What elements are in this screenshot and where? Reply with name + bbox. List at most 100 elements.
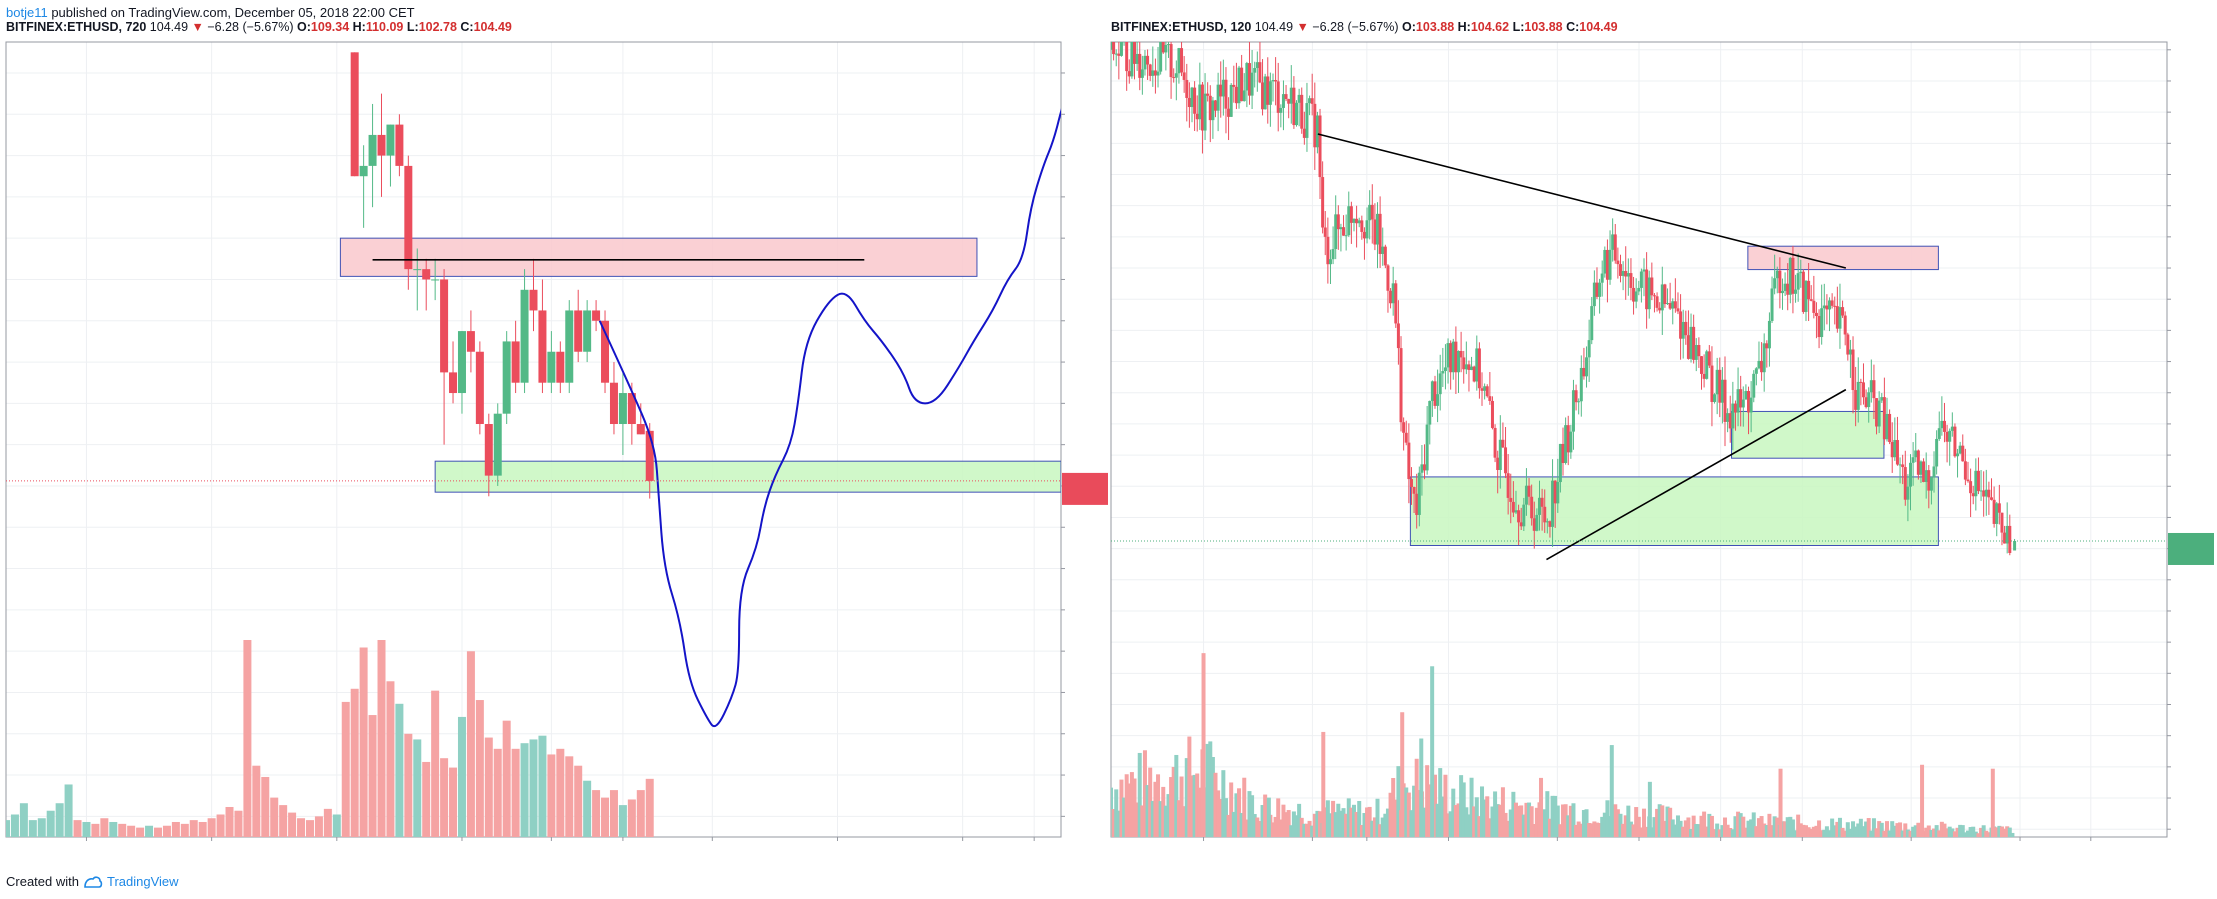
candle-body	[1642, 269, 1646, 272]
volume-bar	[1790, 819, 1795, 837]
candle-body	[1906, 486, 1910, 500]
volume-bar	[1775, 817, 1780, 837]
candle-body	[1997, 503, 2001, 513]
volume-bar	[1234, 793, 1239, 837]
candle-body	[1551, 480, 1555, 527]
volume-bar	[323, 808, 332, 837]
candle-body	[1571, 390, 1575, 432]
candle-body	[1130, 42, 1134, 77]
volume-bar	[234, 810, 243, 837]
volume-bar	[1809, 828, 1814, 837]
volume-bar	[1594, 822, 1599, 837]
candle-body	[1731, 403, 1735, 429]
candle-body	[1807, 280, 1811, 300]
volume-bar	[1511, 791, 1516, 837]
candle-body	[1585, 357, 1589, 377]
volume-bar	[1440, 796, 1445, 837]
candle-body	[1786, 283, 1790, 295]
volume-bar	[2005, 826, 2010, 837]
volume-bar	[1169, 777, 1174, 837]
volume-bar	[1367, 806, 1372, 837]
candle-body	[1386, 265, 1390, 291]
candle-body	[1945, 431, 1949, 442]
candle-body	[1119, 42, 1123, 56]
candle-body	[1407, 442, 1411, 480]
volume-bar	[1819, 830, 1824, 837]
candle-body	[627, 393, 636, 425]
volume-bar	[1547, 818, 1552, 837]
volume-bar	[270, 797, 279, 837]
volume-bar	[609, 790, 618, 837]
candle-body	[1692, 326, 1696, 360]
right-c: 104.49	[1579, 20, 1618, 34]
candle-body	[1221, 79, 1225, 97]
candle-body	[1569, 431, 1573, 453]
candle-body	[1671, 301, 1675, 309]
volume-bar	[1550, 795, 1555, 837]
candle-body	[1733, 403, 1737, 413]
candle-body	[1799, 271, 1803, 274]
candle-body	[1227, 108, 1231, 117]
volume-bar	[1425, 765, 1430, 837]
volume-bar	[1351, 804, 1356, 837]
candle-body	[1652, 295, 1656, 297]
candle-body	[1373, 219, 1377, 245]
candle-body	[440, 279, 449, 373]
candle-body	[377, 134, 386, 156]
candle-body	[1300, 94, 1304, 129]
candle-body	[1428, 400, 1432, 425]
left-symbol[interactable]: BITFINEX:ETHUSD, 720	[6, 20, 147, 34]
volume-bar	[1453, 805, 1458, 837]
candle-body	[1686, 335, 1690, 359]
candle-body	[1859, 381, 1863, 383]
volume-bar	[1299, 817, 1304, 837]
candle-body	[1684, 321, 1688, 336]
candle-body	[1579, 367, 1583, 402]
volume-bar	[1785, 817, 1790, 837]
volume-bar	[1333, 812, 1338, 837]
candle-body	[1564, 425, 1568, 463]
volume-bar	[1609, 745, 1614, 837]
volume-bar	[2010, 832, 2015, 837]
volume-bar	[1960, 825, 1965, 837]
candle-body	[1658, 307, 1662, 311]
volume-bar	[1140, 805, 1145, 837]
volume-bar	[1600, 816, 1605, 837]
candle-body	[1200, 84, 1204, 131]
volume-bar	[1148, 767, 1153, 837]
candle-body	[1637, 287, 1641, 292]
candle-body	[1621, 270, 1625, 276]
volume-bar	[1615, 809, 1620, 837]
volume-bar	[1545, 791, 1550, 837]
candle-body	[1592, 282, 1596, 307]
support-zone	[434, 460, 1061, 493]
volume-bar	[1778, 768, 1783, 837]
volume-bar	[225, 806, 234, 837]
volume-bar	[1218, 798, 1223, 837]
candle-body	[1522, 504, 1526, 527]
volume-bar	[1581, 810, 1586, 837]
left-chart[interactable]	[0, 0, 1108, 899]
candle-body	[422, 269, 431, 280]
candle-body	[1475, 348, 1479, 382]
candle-body	[1143, 55, 1147, 70]
volume-bar	[1456, 803, 1461, 837]
right-c-label: C:	[1566, 20, 1580, 34]
candle-body	[1451, 341, 1455, 373]
candle-body	[1274, 80, 1278, 82]
volume-bar	[1237, 788, 1242, 837]
volume-bar	[1662, 820, 1667, 837]
candle-body	[1645, 269, 1649, 310]
author-link[interactable]: botje11	[6, 5, 48, 20]
candle-body	[1318, 115, 1322, 178]
right-symbol[interactable]: BITFINEX:ETHUSD, 120	[1111, 20, 1252, 34]
volume-bar	[1879, 822, 1884, 837]
candle-body	[1976, 470, 1980, 491]
candle-body	[1681, 321, 1685, 339]
volume-bar	[1498, 804, 1503, 837]
tradingview-link[interactable]: TradingView	[106, 874, 179, 889]
volume-bar	[1811, 826, 1816, 837]
candle-body	[1689, 326, 1693, 359]
candle-body	[1794, 289, 1798, 294]
